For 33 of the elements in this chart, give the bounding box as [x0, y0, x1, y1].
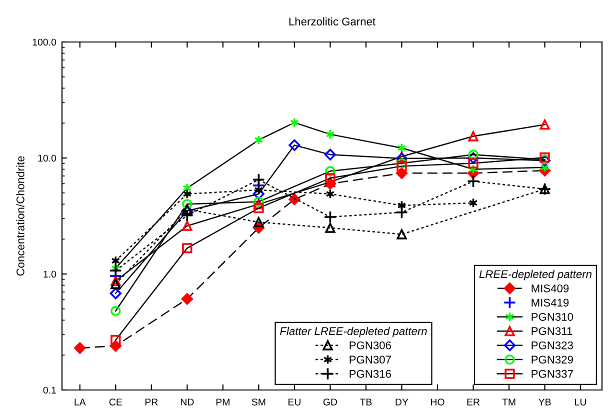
x-tick-label: DY: [396, 398, 408, 406]
x-tick-label: TB: [360, 398, 372, 406]
text: LREE-depleted pattern: [479, 270, 592, 280]
chart-title: Lherzolitic Garnet: [289, 17, 376, 26]
x-tick-label: GD: [323, 398, 338, 406]
legend-label: PGN306: [350, 341, 391, 350]
y-tick-label: 100.0: [32, 38, 56, 46]
x-tick-label: LU: [575, 398, 586, 406]
x-tick-label: ND: [180, 398, 194, 406]
x-tick-label: TM: [502, 398, 516, 406]
y-tick-label: 0.1: [43, 386, 56, 394]
x-tick-label: CE: [109, 398, 122, 406]
x-tick-label: EU: [288, 398, 300, 406]
x-tick-label: LA: [74, 398, 86, 406]
x-tick-label: SM: [252, 398, 266, 406]
legend-label: PGN311: [532, 327, 572, 336]
legend-label: PGN316: [350, 370, 391, 378]
legend-label: PGN337: [532, 370, 573, 378]
y-axis-title: Concentration/Chondrite: [16, 156, 24, 276]
legend-label: MIS409: [532, 284, 569, 292]
x-tick-label: HO: [431, 398, 444, 406]
text: Flatter LREE-depleted pattern: [280, 326, 427, 338]
x-tick-label: YB: [538, 398, 551, 406]
legend-label: MIS419: [532, 298, 569, 307]
x-tick-label: PM: [216, 398, 230, 406]
y-tick-label: 10.0: [38, 154, 56, 162]
x-tick-label: ER: [467, 398, 480, 406]
legend-label: PGN307: [350, 356, 391, 364]
legend-label: PGN329: [532, 356, 573, 364]
legend-label: PGN310: [532, 312, 574, 321]
y-tick-label: 1.0: [44, 270, 56, 278]
legend-label: PGN323: [532, 341, 573, 350]
x-tick-label: PR: [145, 398, 158, 406]
